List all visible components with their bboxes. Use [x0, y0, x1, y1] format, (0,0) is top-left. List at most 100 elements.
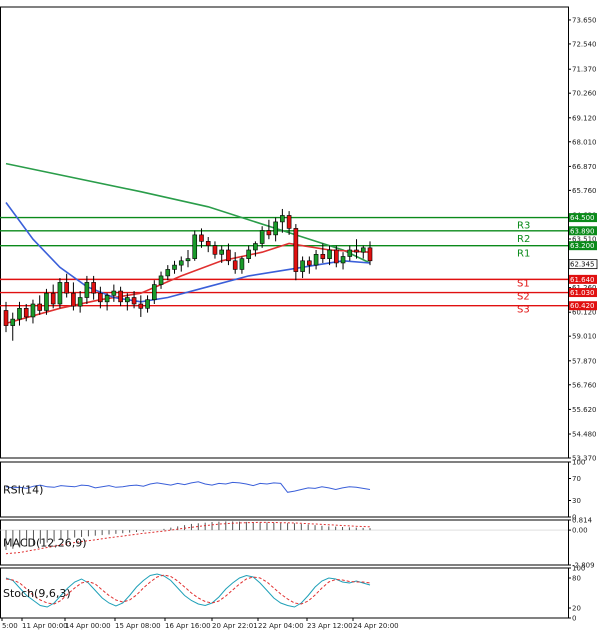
candle-body [367, 247, 373, 262]
candle-body [293, 228, 299, 272]
time-tick-label: 15 Apr 08:00 [115, 622, 161, 630]
indicator-title-1: MACD(12,26,9) [3, 537, 87, 550]
level-name-s1: S1 [517, 278, 530, 289]
time-tick-label: 23 Apr 12:00 [307, 622, 353, 630]
candle-body [246, 249, 251, 259]
level-tag-s3 [569, 301, 597, 311]
candle-body [50, 292, 56, 305]
candle-body [273, 221, 278, 236]
candle-body [57, 282, 63, 305]
candle-body [158, 275, 164, 285]
time-tick-label: 5:00 [2, 622, 18, 630]
candle-body [64, 282, 69, 294]
candle-body [84, 282, 90, 298]
price-tick-label: 73.650 [572, 16, 597, 24]
candle-body [10, 318, 16, 326]
candle-body [307, 260, 312, 266]
time-tick-label: 24 Apr 20:00 [353, 622, 399, 630]
candle-body [300, 260, 305, 272]
candle-body [192, 234, 198, 259]
indicator-tick-label: -2.809 [572, 562, 595, 570]
price-tick-label: 53.370 [572, 455, 597, 463]
time-tick-label: 16 Apr 16:00 [165, 622, 211, 630]
price-tick-label: 59.010 [572, 333, 597, 341]
candle-body [91, 282, 96, 294]
time-tick-label: 11 Apr 00:00 [22, 622, 68, 630]
level-tag-s1 [569, 274, 597, 284]
level-tag-value-r1: 63.200 [570, 242, 595, 250]
indicator-tick-label: 100 [572, 565, 585, 573]
level-name-s2: S2 [517, 292, 530, 303]
candle-body [280, 215, 285, 223]
candle-body [125, 297, 130, 303]
candle-body [327, 249, 332, 259]
indicator-tick-label: 80 [572, 575, 581, 583]
candle-body [3, 310, 9, 326]
candle-body [23, 308, 29, 318]
candle-body [354, 249, 359, 253]
indicator-tick-label: 0 [572, 514, 576, 522]
candle-body [44, 292, 49, 311]
price-tick-label: 68.010 [572, 138, 597, 146]
candle-body [340, 256, 346, 264]
level-tag-value-s3: 60.420 [570, 302, 595, 310]
level-tag-s2 [569, 288, 597, 298]
candle-body [320, 254, 326, 259]
candle-body [178, 260, 184, 266]
candle-body [259, 230, 265, 244]
indicator-tick-label: 0.814 [572, 517, 593, 525]
price-tick-label: 57.870 [572, 357, 597, 365]
price-tick-label: 72.540 [572, 40, 597, 48]
indicator-panel-frame-2 [0, 567, 569, 619]
indicator-tick-label: 30 [572, 497, 581, 505]
price-tick-label: 70.260 [572, 90, 597, 98]
candle-body [185, 258, 191, 262]
candle-body [30, 303, 36, 318]
candle-body [239, 258, 245, 270]
price-tick-label: 69.120 [572, 114, 597, 122]
indicator-title-2: Stoch(9,6,3) [3, 587, 71, 600]
candle-body [212, 245, 218, 255]
candle-body [219, 249, 225, 255]
indicator-tick-label: 0.00 [572, 527, 588, 535]
candle-body [360, 247, 366, 253]
candle-body [205, 241, 211, 246]
current-price-tag [568, 259, 598, 270]
price-tick-label: 65.760 [572, 187, 597, 195]
level-tag-value-r2: 63.890 [570, 227, 595, 235]
candle-body [77, 297, 83, 307]
candle-body [118, 290, 123, 303]
candle-body [165, 269, 171, 277]
indicator-series-0-0 [5, 481, 371, 493]
level-tag-value-s1: 61.640 [570, 276, 595, 284]
level-name-r2: R2 [517, 234, 530, 245]
level-name-r1: R1 [517, 249, 530, 260]
price-tick-label: 66.870 [572, 163, 597, 171]
level-tag-value-r3: 64.500 [570, 214, 595, 222]
time-tick-label: 20 Apr 22:01 [212, 622, 258, 630]
current-price-label: 62.345 [570, 261, 595, 269]
price-tick-label: 63.510 [572, 235, 597, 243]
indicator-tick-label: 0 [572, 615, 576, 623]
indicator-panel-frame-0 [0, 461, 569, 518]
level-tag-r3 [569, 213, 597, 223]
main-panel-frame [0, 6, 569, 459]
indicator-panel-frame-1 [0, 519, 569, 566]
candle-body [347, 249, 353, 257]
indicator-series-2-1 [5, 574, 371, 605]
candle-body [232, 260, 238, 270]
candle-body [71, 292, 76, 307]
candle-body [226, 249, 231, 262]
indicator-tick-label: 100 [572, 459, 585, 467]
price-tick-label: 60.120 [572, 309, 597, 317]
level-tag-r1 [569, 241, 597, 251]
indicator-tick-label: 20 [572, 605, 581, 613]
candle-body [37, 303, 43, 311]
price-tick-label: 56.760 [572, 381, 597, 389]
indicator-series-2-0 [5, 573, 371, 608]
candle-body [333, 249, 339, 264]
candle-body [17, 308, 22, 320]
price-tick-label: 55.620 [572, 406, 597, 414]
indicator-series-1-1 [5, 521, 371, 555]
